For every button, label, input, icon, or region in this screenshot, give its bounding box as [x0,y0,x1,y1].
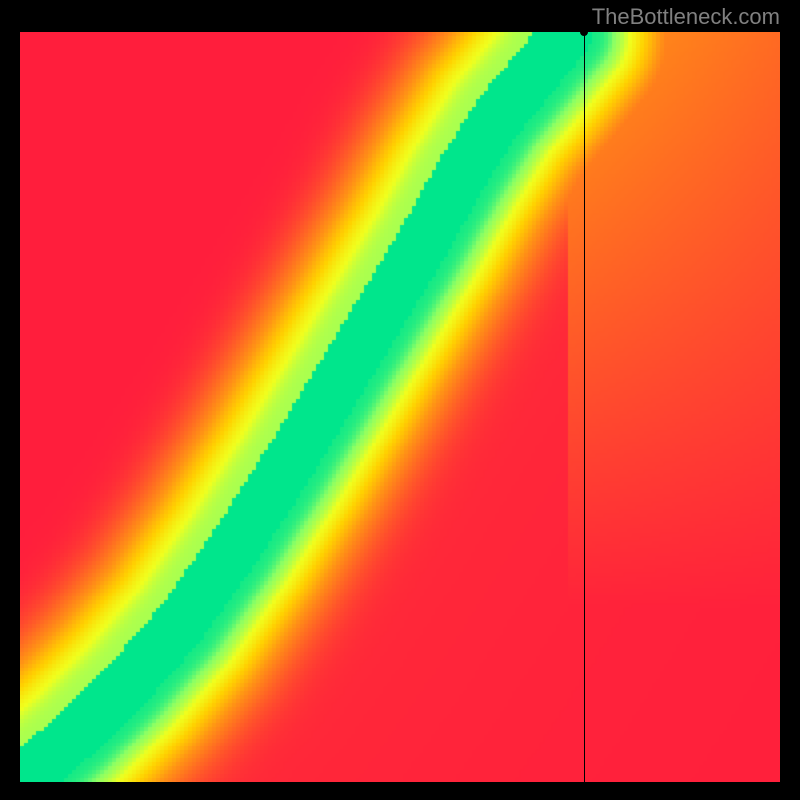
chart-container: TheBottleneck.com [0,0,800,800]
heatmap-canvas [20,32,780,782]
watermark-text: TheBottleneck.com [592,4,780,30]
reference-marker-dot [580,28,588,36]
vertical-reference-line [584,32,585,782]
